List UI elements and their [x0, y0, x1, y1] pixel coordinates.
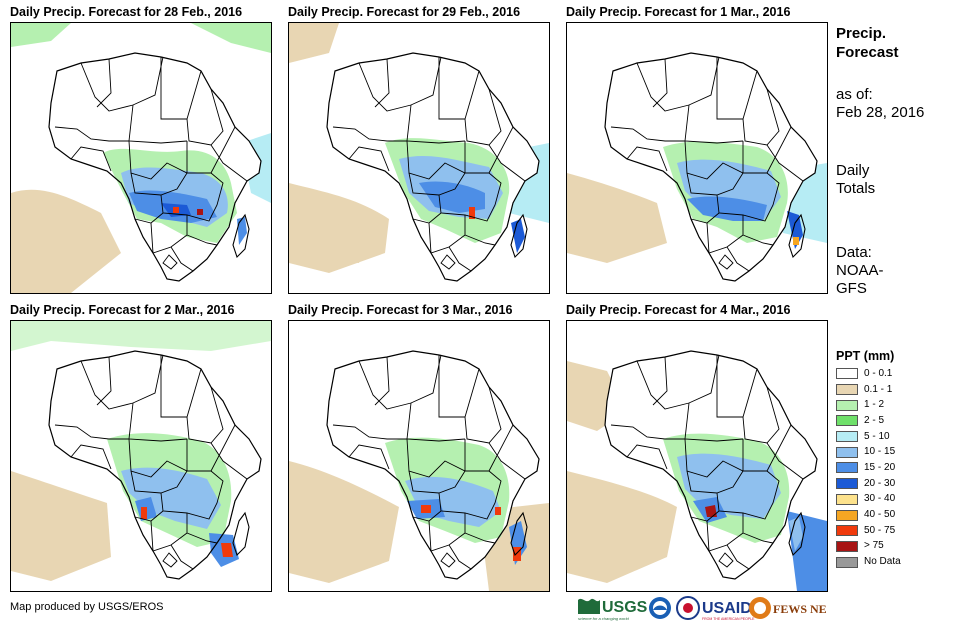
legend-row: 2 - 5	[836, 413, 956, 429]
asof-label: as of:	[836, 86, 873, 103]
legend-swatch	[836, 431, 858, 443]
legend-label: 30 - 40	[864, 493, 896, 505]
title-line-1: Precip.	[836, 25, 887, 42]
legend-swatch	[836, 384, 858, 396]
daily-line-2: Totals	[836, 180, 876, 197]
daily-line-1: Daily	[836, 162, 870, 179]
legend-row: 5 - 10	[836, 429, 956, 445]
forecast-panel-mar-3: Daily Precip. Forecast for 3 Mar., 2016	[288, 302, 550, 594]
legend-label: 0.1 - 1	[864, 383, 893, 395]
usgs-logo: USGS science for a changing world	[578, 598, 648, 621]
legend-swatch	[836, 540, 858, 552]
legend-title: PPT (mm)	[836, 349, 895, 363]
panel-title: Daily Precip. Forecast for 3 Mar., 2016	[288, 303, 513, 317]
legend-label: 1 - 2	[864, 399, 885, 411]
legend-row: 0.1 - 1	[836, 382, 956, 398]
usgs-tagline: science for a changing world	[578, 616, 629, 621]
legend-swatch	[836, 556, 858, 568]
legend-label: 5 - 10	[864, 430, 890, 442]
title-line-2: Forecast	[836, 44, 899, 61]
legend-row: No Data	[836, 554, 956, 570]
usaid-tagline: FROM THE AMERICAN PEOPLE	[702, 617, 755, 621]
panel-title: Daily Precip. Forecast for 29 Feb., 2016	[288, 5, 521, 19]
legend-label: 2 - 5	[864, 414, 885, 426]
legend-row: 50 - 75	[836, 523, 956, 539]
precip-map	[288, 22, 550, 294]
map-credit: Map produced by USGS/EROS	[10, 601, 164, 613]
legend-swatch	[836, 509, 858, 521]
data-source-line-2: GFS	[836, 280, 867, 297]
legend-label: 0 - 0.1	[864, 367, 893, 379]
legend-row: 0 - 0.1	[836, 366, 956, 382]
noaa-logo	[649, 597, 671, 619]
legend-row: 10 - 15	[836, 444, 956, 460]
legend-row: 1 - 2	[836, 397, 956, 413]
forecast-panel-feb-29: Daily Precip. Forecast for 29 Feb., 2016	[288, 4, 550, 296]
daily-totals-label: Daily Totals	[836, 162, 956, 198]
panel-title: Daily Precip. Forecast for 4 Mar., 2016	[566, 303, 791, 317]
usaid-logo: USAID FROM THE AMERICAN PEOPLE	[676, 596, 755, 621]
legend-swatch	[836, 525, 858, 537]
legend-row: 30 - 40	[836, 492, 956, 508]
precip-map	[566, 320, 828, 592]
data-source: Data: NOAA- GFS	[836, 244, 956, 298]
legend-swatch	[836, 399, 858, 411]
panel-title: Daily Precip. Forecast for 28 Feb., 2016	[10, 5, 243, 19]
legend-swatch	[836, 368, 858, 380]
legend-row: 40 - 50	[836, 507, 956, 523]
forecast-panel-mar-4: Daily Precip. Forecast for 4 Mar., 2016	[566, 302, 828, 594]
precip-map	[10, 320, 272, 592]
legend-label: No Data	[864, 556, 901, 568]
usgs-logo-text: USGS	[602, 599, 648, 616]
legend-swatch	[836, 493, 858, 505]
legend-swatch	[836, 415, 858, 427]
legend-label: 40 - 50	[864, 509, 896, 521]
legend-label: 10 - 15	[864, 446, 896, 458]
legend-label: > 75	[864, 540, 884, 552]
fewsnet-logo: FEWS NET	[749, 597, 826, 619]
legend-swatch	[836, 462, 858, 474]
asof-date: Feb 28, 2016	[836, 104, 925, 121]
forecast-panel-mar-2: Daily Precip. Forecast for 2 Mar., 2016	[10, 302, 272, 594]
ppt-legend: PPT (mm) 0 - 0.1 0.1 - 1 1 - 2 2 - 5 5 - 10 1…	[836, 348, 956, 570]
legend-row: 15 - 20	[836, 460, 956, 476]
forecast-panel-mar-1: Daily Precip. Forecast for 1 Mar., 2016	[566, 4, 828, 296]
agency-logos: USGS science for a changing world USAID …	[576, 594, 826, 622]
legend-row: 20 - 30	[836, 476, 956, 492]
precip-map	[10, 22, 272, 294]
legend-label: 20 - 30	[864, 477, 896, 489]
legend-label: 15 - 20	[864, 461, 896, 473]
legend-label: 50 - 75	[864, 524, 896, 536]
legend-swatch	[836, 446, 858, 458]
panel-title: Daily Precip. Forecast for 1 Mar., 2016	[566, 5, 791, 19]
precip-map	[288, 320, 550, 592]
as-of-date: as of: Feb 28, 2016	[836, 86, 964, 122]
forecast-panel-feb-28: Daily Precip. Forecast for 28 Feb., 2016	[10, 4, 272, 296]
legend-swatch	[836, 478, 858, 490]
data-source-line-1: NOAA-	[836, 262, 884, 279]
fewsnet-logo-text: FEWS NET	[773, 602, 826, 616]
forecast-title: Precip. Forecast	[836, 24, 956, 62]
legend-row: > 75	[836, 539, 956, 555]
data-label: Data:	[836, 244, 872, 261]
panel-title: Daily Precip. Forecast for 2 Mar., 2016	[10, 303, 235, 317]
precip-map	[566, 22, 828, 294]
usaid-logo-text: USAID	[702, 600, 752, 617]
